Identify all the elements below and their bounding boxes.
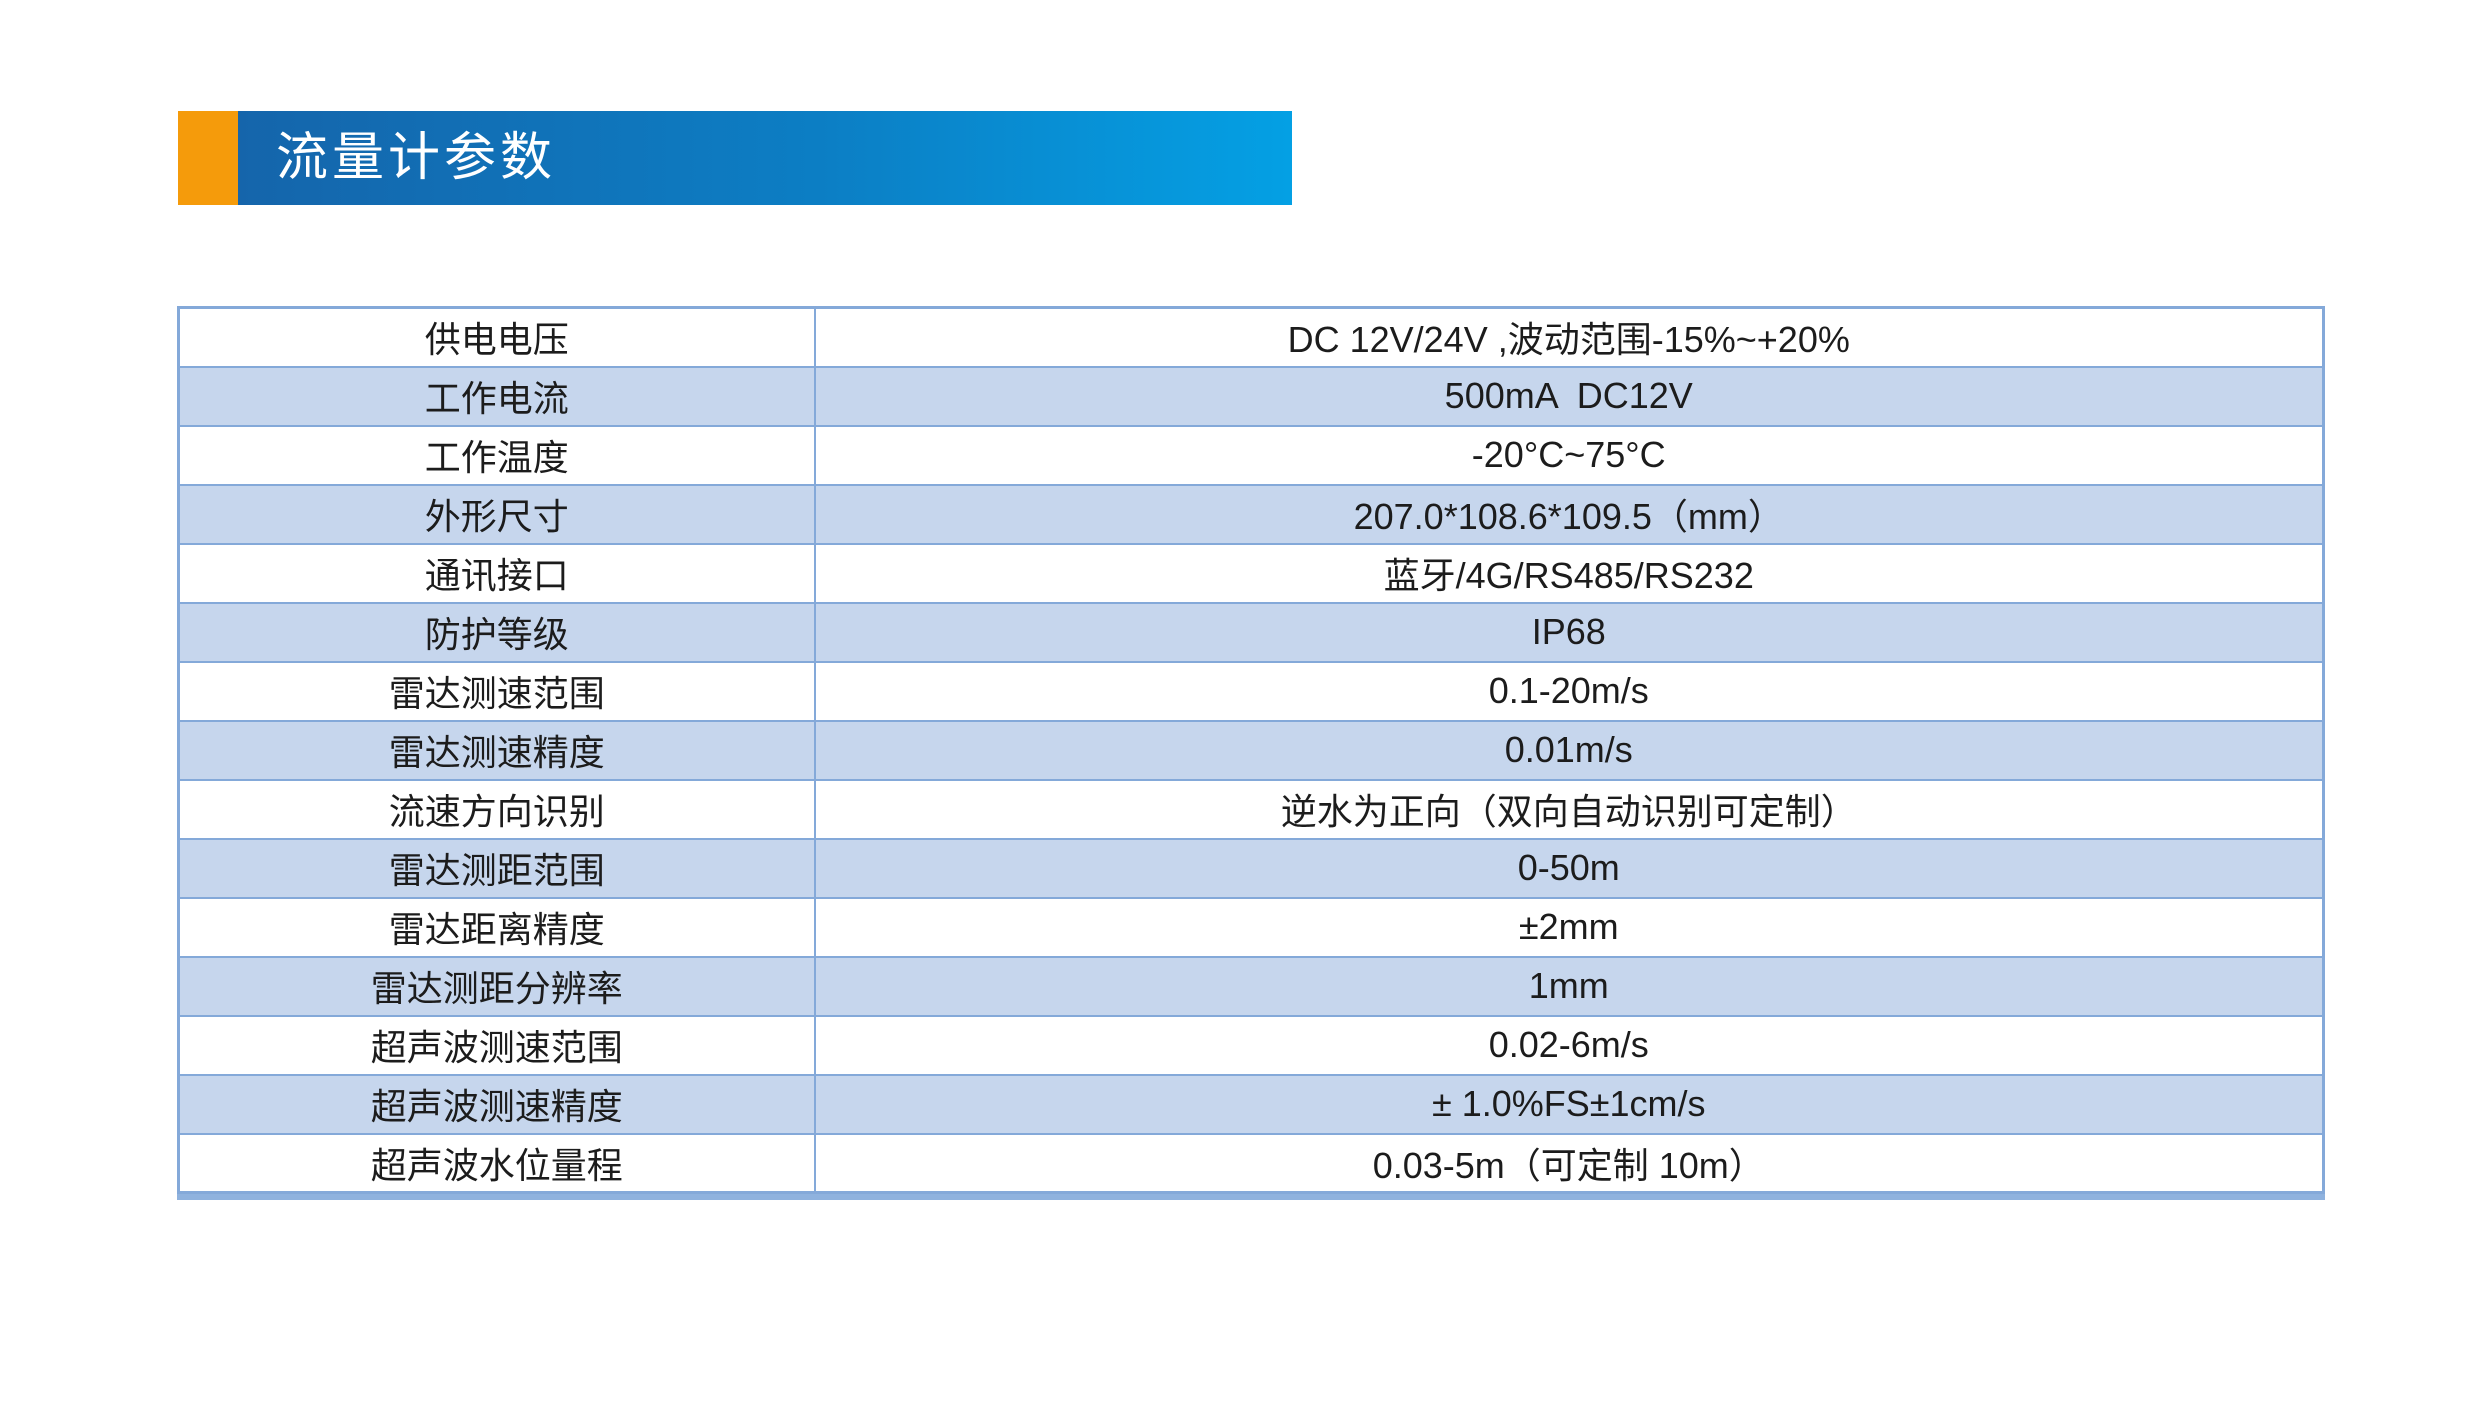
spec-table-body: 供电电压 DC 12V/24V ,波动范围-15%~+20% 工作电流 500m… xyxy=(177,306,2325,1194)
param-label-cell: 超声波测速范围 xyxy=(177,1014,816,1076)
param-value-cell: ± 1.0%FS±1cm/s xyxy=(813,1073,2325,1135)
param-value-cell: 500mA DC12V xyxy=(813,365,2325,427)
table-row: 通讯接口 蓝牙/4G/RS485/RS232 xyxy=(177,542,2325,604)
param-value-cell: 蓝牙/4G/RS485/RS232 xyxy=(813,542,2325,604)
param-label-cell: 雷达测距范围 xyxy=(177,837,816,899)
param-value-cell: 0-50m xyxy=(813,837,2325,899)
param-label-cell: 雷达测距分辨率 xyxy=(177,955,816,1017)
page-title: 流量计参数 xyxy=(276,129,557,187)
param-label-cell: 供电电压 xyxy=(177,306,816,368)
param-label-cell: 超声波测速精度 xyxy=(177,1073,816,1135)
table-row: 防护等级 IP68 xyxy=(177,601,2325,663)
param-value-cell: 逆水为正向（双向自动识别可定制） xyxy=(813,778,2325,840)
table-row: 雷达测速精度 0.01m/s xyxy=(177,719,2325,781)
param-label-cell: 流速方向识别 xyxy=(177,778,816,840)
param-value-cell: -20°C~75°C xyxy=(813,424,2325,486)
table-row: 雷达测速范围 0.1-20m/s xyxy=(177,660,2325,722)
param-label-cell: 通讯接口 xyxy=(177,542,816,604)
param-label-cell: 工作电流 xyxy=(177,365,816,427)
param-label-cell: 雷达测速范围 xyxy=(177,660,816,722)
table-row: 雷达测距范围 0-50m xyxy=(177,837,2325,899)
param-value-cell: IP68 xyxy=(813,601,2325,663)
table-row: 雷达测距分辨率 1mm xyxy=(177,955,2325,1017)
table-row: 超声波水位量程 0.03-5m（可定制 10m） xyxy=(177,1132,2325,1194)
param-value-cell: 0.1-20m/s xyxy=(813,660,2325,722)
param-value-cell: ±2mm xyxy=(813,896,2325,958)
param-value-cell: 0.02-6m/s xyxy=(813,1014,2325,1076)
param-label-cell: 雷达距离精度 xyxy=(177,896,816,958)
param-label-cell: 外形尺寸 xyxy=(177,483,816,545)
param-label-cell: 雷达测速精度 xyxy=(177,719,816,781)
param-value-cell: 0.03-5m（可定制 10m） xyxy=(813,1132,2325,1194)
table-row: 供电电压 DC 12V/24V ,波动范围-15%~+20% xyxy=(177,306,2325,368)
spec-table-container: 供电电压 DC 12V/24V ,波动范围-15%~+20% 工作电流 500m… xyxy=(177,306,2325,1200)
table-row: 工作温度 -20°C~75°C xyxy=(177,424,2325,486)
param-value-cell: 207.0*108.6*109.5（mm） xyxy=(813,483,2325,545)
param-value-cell: 0.01m/s xyxy=(813,719,2325,781)
param-value-cell: 1mm xyxy=(813,955,2325,1017)
table-row: 超声波测速范围 0.02-6m/s xyxy=(177,1014,2325,1076)
table-row: 雷达距离精度 ±2mm xyxy=(177,896,2325,958)
param-value-cell: DC 12V/24V ,波动范围-15%~+20% xyxy=(813,306,2325,368)
table-bottom-strip xyxy=(177,1194,2325,1200)
table-row: 工作电流 500mA DC12V xyxy=(177,365,2325,427)
section-header: 流量计参数 xyxy=(178,111,1292,205)
param-label-cell: 工作温度 xyxy=(177,424,816,486)
table-row: 流速方向识别 逆水为正向（双向自动识别可定制） xyxy=(177,778,2325,840)
header-banner: 流量计参数 xyxy=(238,111,1292,205)
param-label-cell: 超声波水位量程 xyxy=(177,1132,816,1194)
spec-table: 供电电压 DC 12V/24V ,波动范围-15%~+20% 工作电流 500m… xyxy=(177,306,2325,1194)
header-accent-block xyxy=(178,111,238,205)
table-row: 外形尺寸 207.0*108.6*109.5（mm） xyxy=(177,483,2325,545)
param-label-cell: 防护等级 xyxy=(177,601,816,663)
table-row: 超声波测速精度 ± 1.0%FS±1cm/s xyxy=(177,1073,2325,1135)
